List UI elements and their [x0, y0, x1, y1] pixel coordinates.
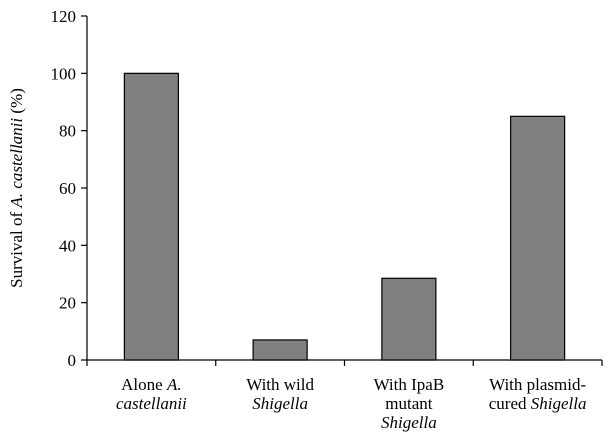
- x-axis: [86, 359, 603, 366]
- y-axis: 0 20 40 60 80 100 120: [51, 7, 88, 370]
- bars: [123, 72, 566, 361]
- y-tick-label: 40: [59, 236, 76, 255]
- y-tick-label: 80: [59, 122, 76, 141]
- x-category-label: Alone A. castellanii: [116, 375, 187, 413]
- y-tick-label: 0: [68, 351, 77, 370]
- bar: [381, 277, 437, 361]
- y-tick-label: 60: [59, 179, 76, 198]
- x-category-label: With IpaB mutant Shigella: [374, 375, 445, 432]
- y-axis-label: Survival of A. castellanii (%): [7, 88, 26, 288]
- y-tick-label: 20: [59, 294, 76, 313]
- x-category-label: With wild Shigella: [246, 375, 314, 413]
- bar: [252, 339, 308, 361]
- bar: [510, 115, 566, 361]
- y-tick-label: 100: [51, 64, 77, 83]
- x-category-label: With plasmid-cured Shigella: [489, 375, 587, 413]
- bar: [123, 72, 179, 361]
- category-labels: Alone A. castellanii With wild Shigella With…: [116, 375, 587, 432]
- y-tick-label: 120: [51, 7, 77, 26]
